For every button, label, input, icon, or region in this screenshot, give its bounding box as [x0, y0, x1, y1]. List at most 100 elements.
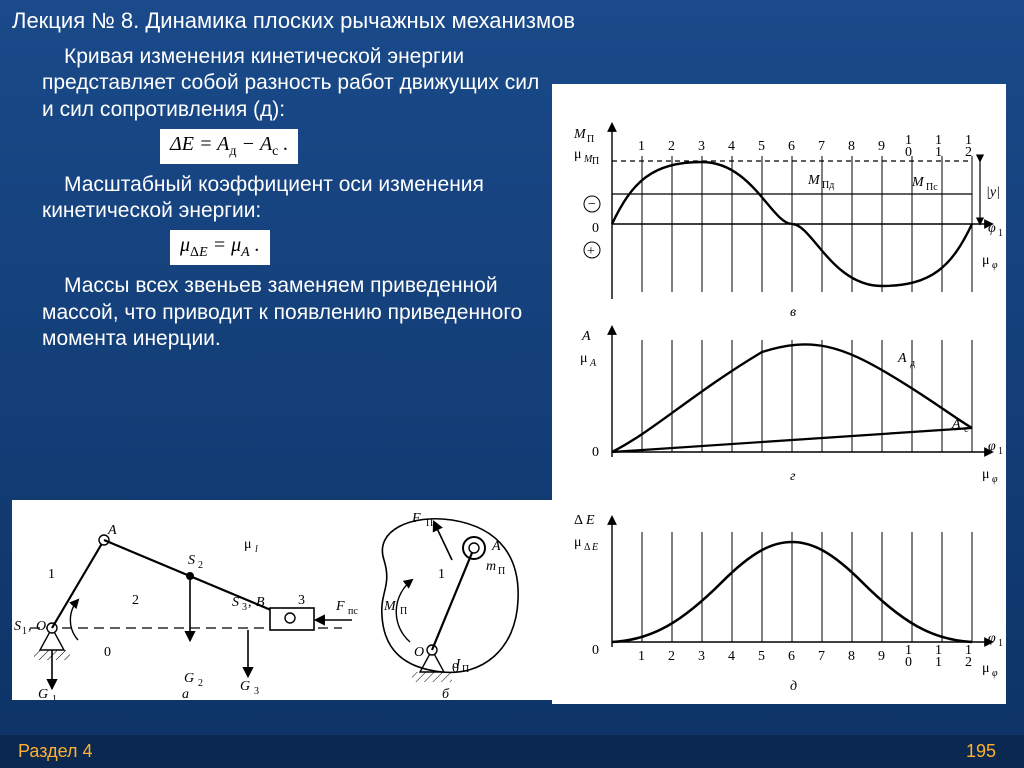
mechanism-b-label: б: [442, 687, 450, 700]
svg-text:|y|: |y|: [986, 185, 1000, 200]
svg-text:,: ,: [248, 595, 252, 610]
svg-text:φ: φ: [992, 260, 998, 271]
svg-text:μ: μ: [982, 661, 990, 676]
svg-text:M: M: [383, 599, 397, 614]
svg-text:O: O: [414, 645, 424, 660]
svg-text:0: 0: [905, 655, 912, 670]
svg-text:μ: μ: [244, 537, 252, 552]
svg-text:μ: μ: [982, 467, 990, 482]
paragraph-1: Кривая изменения кинетической энергии пр…: [0, 42, 540, 125]
svg-text:0: 0: [104, 645, 111, 660]
svg-text:φ: φ: [992, 474, 998, 485]
svg-text:Пс: Пс: [926, 182, 938, 193]
svg-text:1: 1: [438, 567, 445, 582]
paragraph-2: Масштабный коэффициент оси изменения кин…: [0, 170, 540, 227]
chart-d: ΔE μΔE 0 123 456 789 10 11 12 φ1 μφ д: [574, 513, 1003, 694]
svg-text:μ: μ: [982, 253, 990, 268]
page-number: 195: [966, 741, 996, 762]
svg-text:1: 1: [638, 139, 645, 154]
svg-text:П: П: [587, 134, 594, 145]
svg-text:M: M: [573, 127, 587, 142]
mechanism-panel: S1, O A 1 2 3 0 S2 S3, B G⃗1 G⃗2 G⃗3 F⃗п…: [12, 500, 552, 700]
svg-text:A: A: [897, 351, 907, 366]
svg-text:φ: φ: [988, 439, 996, 454]
svg-text:2: 2: [668, 649, 675, 664]
mechanism-a-label: а: [182, 687, 189, 700]
svg-text:A: A: [589, 358, 597, 369]
chart-g-label: г: [790, 469, 796, 484]
mechanism-a: S1, O A 1 2 3 0 S2 S3, B G⃗1 G⃗2 G⃗3 F⃗п…: [14, 523, 358, 700]
svg-text:8: 8: [848, 649, 855, 664]
svg-text:П: П: [426, 518, 433, 529]
svg-text:S: S: [188, 553, 195, 568]
svg-text:1: 1: [998, 638, 1003, 649]
svg-text:A: A: [581, 329, 591, 344]
chart-g: A μA 0 Aд Aс φ1 μφ г: [580, 327, 1003, 485]
svg-text:S: S: [232, 595, 239, 610]
svg-text:E: E: [585, 513, 595, 528]
chart-v: |y| 123 456 789 10 11 12 MП μMП 0 − + MП…: [573, 124, 1003, 320]
svg-text:φ: φ: [992, 668, 998, 679]
chart-d-label: д: [790, 679, 797, 694]
svg-text:с: с: [964, 424, 969, 435]
chart-v-label: в: [790, 305, 796, 320]
svg-text:+: +: [587, 244, 595, 259]
svg-text:1: 1: [935, 655, 942, 670]
svg-text:4: 4: [728, 649, 735, 664]
svg-text:,: ,: [28, 619, 32, 634]
svg-text:2: 2: [198, 678, 203, 689]
svg-text:μ: μ: [574, 147, 582, 162]
svg-text:П: П: [592, 156, 599, 167]
svg-text:B: B: [256, 595, 265, 610]
charts-panel: |y| 123 456 789 10 11 12 MП μMП 0 − + MП…: [552, 84, 1006, 704]
svg-text:пс: пс: [348, 606, 358, 617]
footer-bar: Раздел 4 195: [0, 735, 1024, 768]
section-label: Раздел 4: [18, 741, 93, 761]
svg-text:9: 9: [878, 139, 885, 154]
svg-text:0: 0: [592, 643, 599, 658]
svg-text:1: 1: [638, 649, 645, 664]
svg-text:M: M: [807, 173, 821, 188]
svg-text:μ: μ: [574, 535, 582, 550]
svg-text:2: 2: [668, 139, 675, 154]
svg-text:Пд: Пд: [822, 180, 834, 191]
svg-text:A: A: [107, 523, 117, 538]
svg-text:O: O: [36, 619, 46, 634]
svg-text:M: M: [911, 175, 925, 190]
svg-text:6: 6: [788, 139, 795, 154]
svg-text:5: 5: [758, 649, 765, 664]
svg-text:4: 4: [728, 139, 735, 154]
svg-text:1: 1: [48, 567, 55, 582]
svg-text:8: 8: [848, 139, 855, 154]
paragraph-3: Массы всех звеньев заменяем приведенной …: [0, 271, 540, 354]
svg-text:E: E: [591, 542, 598, 553]
formula-1: ΔE = Aд − Aс .: [160, 129, 298, 164]
slide-title: Лекция № 8. Динамика плоских рычажных ме…: [0, 0, 1024, 42]
svg-text:9: 9: [878, 649, 885, 664]
svg-text:1: 1: [935, 145, 942, 160]
svg-text:S: S: [14, 619, 21, 634]
svg-text:2: 2: [965, 655, 972, 670]
svg-text:1: 1: [998, 228, 1003, 239]
svg-text:φ: φ: [988, 221, 996, 236]
svg-text:Δ: Δ: [584, 542, 591, 553]
svg-text:0: 0: [905, 145, 912, 160]
mechanism-b: F⃗П A mП MП O JП 1 0 б: [382, 511, 518, 700]
svg-text:д: д: [910, 358, 915, 369]
svg-text:φ: φ: [988, 631, 996, 646]
svg-text:П: П: [400, 606, 407, 617]
svg-text:A: A: [951, 417, 961, 432]
svg-text:3: 3: [698, 139, 705, 154]
svg-text:2: 2: [965, 145, 972, 160]
svg-text:Δ: Δ: [574, 513, 583, 528]
svg-text:0: 0: [592, 221, 599, 236]
svg-text:7: 7: [818, 649, 825, 664]
svg-text:0: 0: [592, 445, 599, 460]
svg-text:2: 2: [132, 593, 139, 608]
svg-text:7: 7: [818, 139, 825, 154]
svg-text:m: m: [486, 559, 496, 574]
svg-text:П: П: [462, 664, 469, 675]
svg-text:3: 3: [254, 686, 259, 697]
svg-text:1: 1: [52, 694, 57, 700]
svg-text:1: 1: [22, 626, 27, 637]
